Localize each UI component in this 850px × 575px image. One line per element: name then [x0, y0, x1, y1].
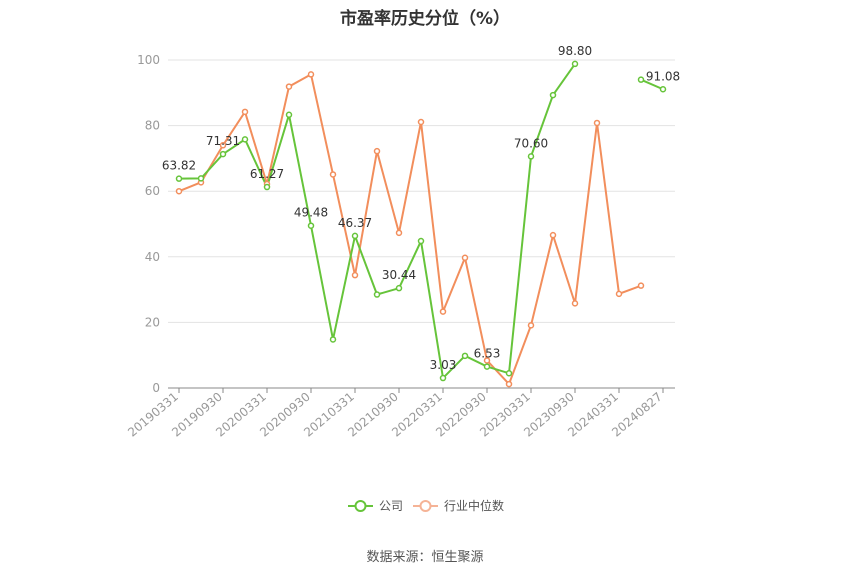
data-point: [505, 369, 513, 377]
data-point: [307, 222, 315, 229]
chart-title: 市盈率历史分位（%）: [339, 9, 511, 29]
data-point: [175, 187, 183, 195]
data-label: 6.53: [474, 347, 501, 361]
data-label: 61.27: [250, 167, 284, 181]
data-point: [197, 175, 205, 182]
data-point: [571, 300, 579, 307]
data-point: [307, 71, 315, 78]
y-tick-label: 60: [145, 184, 160, 198]
data-point: [505, 380, 513, 388]
data-point: [593, 119, 601, 127]
data-label: 3.03: [430, 358, 457, 372]
y-tick-label: 0: [152, 381, 160, 395]
data-point: [241, 108, 249, 116]
data-point: [637, 282, 645, 289]
data-point: [483, 363, 491, 370]
data-point: [241, 136, 249, 143]
data-label: 70.60: [514, 136, 548, 150]
y-tick-label: 20: [145, 315, 160, 329]
data-point: [527, 153, 535, 160]
data-label: 63.82: [162, 159, 196, 173]
data-point: [549, 91, 557, 99]
data-point: [571, 60, 579, 68]
y-tick-label: 100: [137, 53, 160, 67]
data-label: 46.37: [338, 216, 372, 230]
data-point: [219, 150, 227, 158]
data-point: [659, 86, 667, 93]
data-point: [417, 237, 425, 245]
data-point: [373, 147, 381, 155]
data-point: [417, 118, 425, 126]
data-point: [351, 232, 359, 240]
data-point: [329, 336, 337, 343]
legend: 公司 行业中位数: [348, 498, 504, 513]
data-point: [175, 175, 183, 182]
data-point: [483, 357, 491, 364]
data-point: [461, 352, 469, 360]
data-point: [285, 83, 293, 90]
data-point: [549, 231, 557, 239]
data-point: [395, 229, 403, 237]
data-point: [395, 284, 403, 292]
data-label: 91.08: [646, 69, 680, 83]
legend-label-company: 公司: [379, 499, 403, 513]
data-point: [329, 171, 337, 178]
data-label: 71.31: [206, 134, 240, 148]
y-tick-label: 40: [145, 250, 160, 264]
grid-lines: [168, 59, 675, 323]
data-point: [373, 291, 381, 298]
series-line: [640, 78, 664, 91]
y-tick-label: 80: [145, 119, 160, 133]
series-points: [175, 60, 667, 388]
legend-item-industry[interactable]: 行业中位数: [413, 498, 504, 513]
series-lines: [178, 63, 664, 386]
data-point: [285, 111, 293, 119]
data-label: 49.48: [294, 206, 328, 220]
data-label: 30.44: [382, 268, 416, 282]
data-point: [263, 183, 271, 191]
data-point: [351, 271, 359, 279]
legend-label-industry: 行业中位数: [444, 498, 504, 513]
y-axis-ticks: 0 20 40 60 80 100: [137, 53, 160, 395]
data-point: [439, 308, 447, 315]
data-labels: 63.82 71.31 61.27 49.48 46.37 30.44 3.03 6.53 70…: [162, 44, 680, 372]
data-source: 数据来源：恒生聚源: [366, 550, 484, 565]
data-point: [439, 374, 447, 382]
data-label: 98.80: [558, 44, 592, 58]
data-point: [527, 322, 535, 329]
series-line: [178, 63, 576, 381]
legend-item-company[interactable]: 公司: [348, 499, 403, 513]
series-line: [178, 72, 642, 386]
data-point: [219, 142, 227, 149]
data-point: [637, 76, 645, 83]
x-axis: 2019033120190930202003312020093020210331…: [125, 387, 675, 440]
data-point: [461, 254, 469, 262]
data-point: [615, 290, 623, 298]
